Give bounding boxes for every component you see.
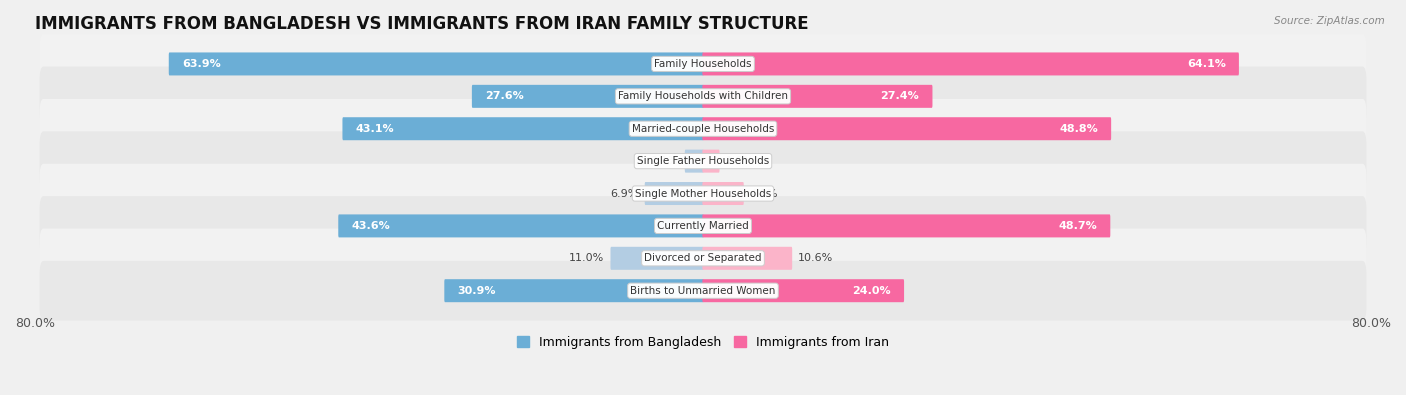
FancyBboxPatch shape — [703, 53, 1239, 75]
FancyBboxPatch shape — [39, 164, 1367, 223]
Text: 10.6%: 10.6% — [799, 253, 834, 263]
Text: 64.1%: 64.1% — [1187, 59, 1226, 69]
Text: Single Mother Households: Single Mother Households — [636, 188, 770, 199]
Text: Family Households: Family Households — [654, 59, 752, 69]
FancyBboxPatch shape — [703, 279, 904, 302]
FancyBboxPatch shape — [703, 247, 792, 270]
FancyBboxPatch shape — [39, 99, 1367, 158]
FancyBboxPatch shape — [703, 214, 1111, 237]
Text: 63.9%: 63.9% — [181, 59, 221, 69]
FancyBboxPatch shape — [703, 182, 744, 205]
Legend: Immigrants from Bangladesh, Immigrants from Iran: Immigrants from Bangladesh, Immigrants f… — [512, 331, 894, 354]
Text: Source: ZipAtlas.com: Source: ZipAtlas.com — [1274, 16, 1385, 26]
Text: 48.8%: 48.8% — [1059, 124, 1098, 134]
FancyBboxPatch shape — [444, 279, 703, 302]
Text: 24.0%: 24.0% — [852, 286, 891, 296]
FancyBboxPatch shape — [39, 34, 1367, 94]
FancyBboxPatch shape — [39, 66, 1367, 126]
Text: Family Households with Children: Family Households with Children — [619, 91, 787, 102]
Text: Single Father Households: Single Father Households — [637, 156, 769, 166]
FancyBboxPatch shape — [39, 228, 1367, 288]
FancyBboxPatch shape — [39, 196, 1367, 256]
FancyBboxPatch shape — [39, 261, 1367, 320]
Text: Currently Married: Currently Married — [657, 221, 749, 231]
Text: 4.8%: 4.8% — [749, 188, 779, 199]
FancyBboxPatch shape — [703, 150, 720, 173]
FancyBboxPatch shape — [645, 182, 703, 205]
Text: Births to Unmarried Women: Births to Unmarried Women — [630, 286, 776, 296]
FancyBboxPatch shape — [703, 117, 1111, 140]
Text: IMMIGRANTS FROM BANGLADESH VS IMMIGRANTS FROM IRAN FAMILY STRUCTURE: IMMIGRANTS FROM BANGLADESH VS IMMIGRANTS… — [35, 15, 808, 33]
FancyBboxPatch shape — [472, 85, 703, 108]
Text: 43.1%: 43.1% — [356, 124, 394, 134]
Text: Married-couple Households: Married-couple Households — [631, 124, 775, 134]
Text: 2.1%: 2.1% — [651, 156, 679, 166]
Text: Divorced or Separated: Divorced or Separated — [644, 253, 762, 263]
Text: 30.9%: 30.9% — [457, 286, 496, 296]
FancyBboxPatch shape — [685, 150, 703, 173]
FancyBboxPatch shape — [39, 131, 1367, 191]
FancyBboxPatch shape — [169, 53, 703, 75]
Text: 27.4%: 27.4% — [880, 91, 920, 102]
Text: 6.9%: 6.9% — [610, 188, 638, 199]
Text: 11.0%: 11.0% — [569, 253, 605, 263]
FancyBboxPatch shape — [339, 214, 703, 237]
Text: 48.7%: 48.7% — [1059, 221, 1097, 231]
Text: 43.6%: 43.6% — [352, 221, 391, 231]
FancyBboxPatch shape — [343, 117, 703, 140]
Text: 1.9%: 1.9% — [725, 156, 754, 166]
FancyBboxPatch shape — [703, 85, 932, 108]
FancyBboxPatch shape — [610, 247, 703, 270]
Text: 27.6%: 27.6% — [485, 91, 524, 102]
